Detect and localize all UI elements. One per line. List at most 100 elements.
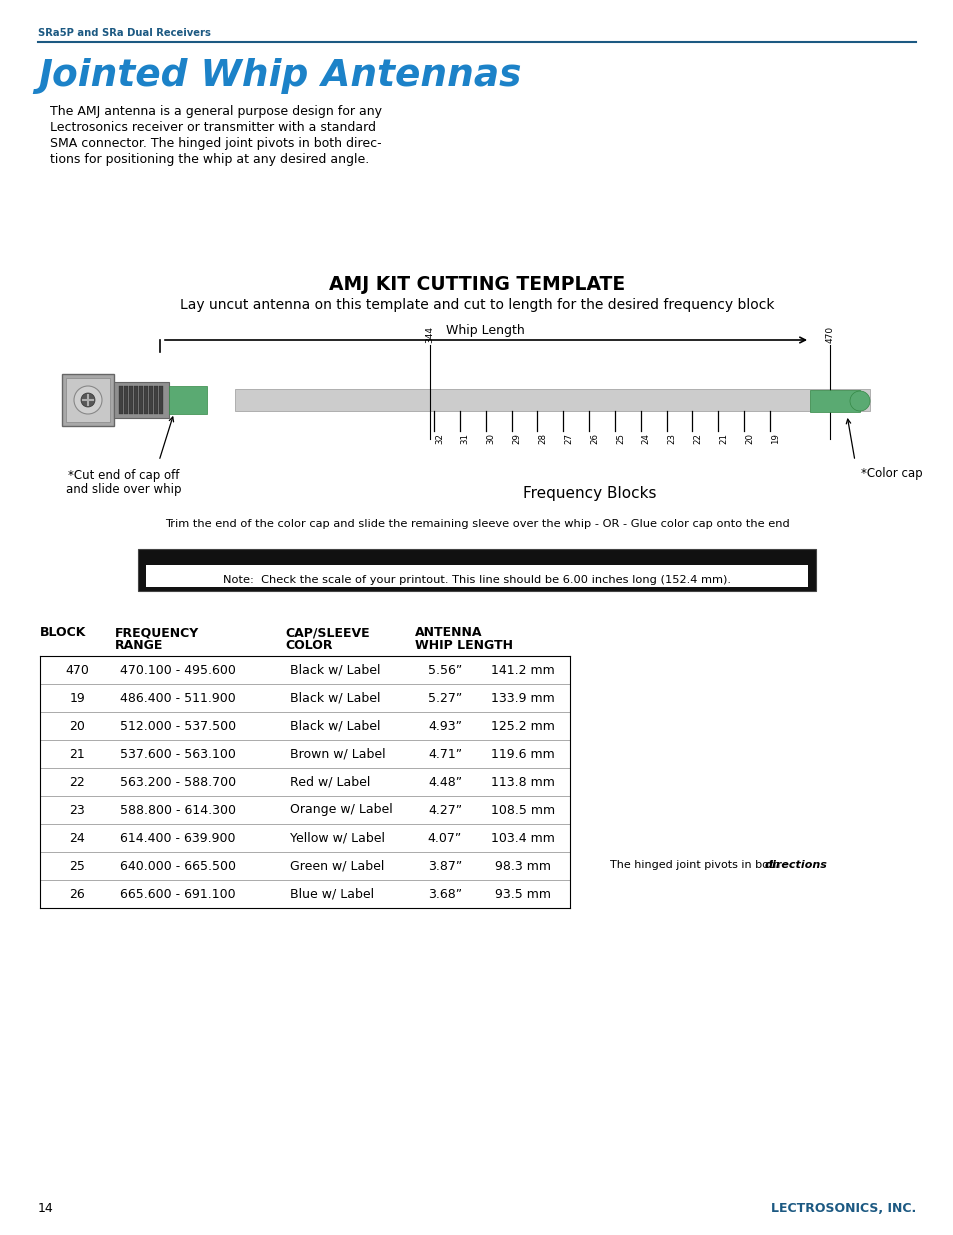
Text: 133.9 mm: 133.9 mm [491,692,555,704]
Text: 30: 30 [486,433,496,445]
Text: 486.400 - 511.900: 486.400 - 511.900 [120,692,235,704]
Text: Whip Length: Whip Length [445,324,524,337]
Text: 470: 470 [824,326,834,343]
Text: 20: 20 [744,433,754,445]
Text: 98.3 mm: 98.3 mm [495,860,551,872]
Bar [66,378,110,422]
Text: Yellow w/ Label: Yellow w/ Label [290,831,385,845]
Text: 4.07”: 4.07” [428,831,461,845]
Text: 470.100 - 495.600: 470.100 - 495.600 [120,663,235,677]
Text: 26: 26 [590,433,598,445]
Text: 5.56”: 5.56” [428,663,461,677]
Text: COLOR: COLOR [285,638,333,652]
Text: CAP/SLEEVE: CAP/SLEEVE [285,626,369,638]
Bar [113,382,169,417]
Text: 470: 470 [66,663,90,677]
Text: 32: 32 [435,433,443,445]
Text: ANTENNA: ANTENNA [415,626,482,638]
Text: 25: 25 [616,433,624,445]
Text: 21: 21 [719,433,727,445]
Text: 26: 26 [70,888,85,900]
Text: Jointed Whip Antennas: Jointed Whip Antennas [38,58,521,94]
Text: 3.87”: 3.87” [428,860,461,872]
Text: AMJ KIT CUTTING TEMPLATE: AMJ KIT CUTTING TEMPLATE [329,275,624,294]
Text: 22: 22 [70,776,85,788]
Text: Green w/ Label: Green w/ Label [290,860,384,872]
Text: 28: 28 [537,433,547,445]
Text: 19: 19 [770,433,780,443]
Text: Lay uncut antenna on this template and cut to length for the desired frequency b: Lay uncut antenna on this template and c… [179,298,774,312]
Text: *Cut end of cap off: *Cut end of cap off [69,469,179,482]
Text: Note:  Check the scale of your printout. This line should be 6.00 inches long (1: Note: Check the scale of your printout. … [223,576,730,585]
Text: 103.4 mm: 103.4 mm [491,831,555,845]
Circle shape [74,387,102,414]
Text: 20: 20 [70,720,86,732]
Text: 24: 24 [641,433,650,445]
Text: 21: 21 [70,747,85,761]
Text: 22: 22 [693,433,701,445]
Text: Trim the end of the color cap and slide the remaining sleeve over the whip - OR : Trim the end of the color cap and slide … [165,519,788,529]
Bar [153,387,158,414]
Text: Frequency Blocks: Frequency Blocks [522,487,656,501]
Text: 640.000 - 665.500: 640.000 - 665.500 [120,860,235,872]
Text: 344: 344 [425,326,434,343]
Text: Blue w/ Label: Blue w/ Label [290,888,374,900]
Text: and slide over whip: and slide over whip [66,483,182,496]
Text: BLOCK: BLOCK [40,626,87,638]
Text: 119.6 mm: 119.6 mm [491,747,555,761]
Text: 31: 31 [460,433,470,445]
Text: 24: 24 [70,831,85,845]
Text: 563.200 - 588.700: 563.200 - 588.700 [120,776,236,788]
Text: Black w/ Label: Black w/ Label [290,692,380,704]
Text: 537.600 - 563.100: 537.600 - 563.100 [120,747,235,761]
Text: 29: 29 [512,433,521,443]
Text: WHIP LENGTH: WHIP LENGTH [415,638,513,652]
Bar [149,387,152,414]
Text: *Color cap: *Color cap [861,467,922,480]
Bar [133,387,138,414]
Text: tions for positioning the whip at any desired angle.: tions for positioning the whip at any de… [50,153,369,165]
Text: 27: 27 [563,433,573,445]
Text: SRa5P and SRa Dual Receivers: SRa5P and SRa Dual Receivers [38,28,211,38]
Text: 25: 25 [70,860,86,872]
Text: 4.48”: 4.48” [428,776,461,788]
Text: 512.000 - 537.500: 512.000 - 537.500 [120,720,236,732]
Text: 4.71”: 4.71” [428,747,461,761]
Text: 665.600 - 691.100: 665.600 - 691.100 [120,888,235,900]
Text: Lectrosonics receiver or transmitter with a standard: Lectrosonics receiver or transmitter wit… [50,121,375,135]
Text: 108.5 mm: 108.5 mm [491,804,555,816]
Bar [119,387,123,414]
Text: Black w/ Label: Black w/ Label [290,720,380,732]
Text: 4.27”: 4.27” [428,804,461,816]
Text: FREQUENCY: FREQUENCY [115,626,199,638]
Bar [144,387,148,414]
Text: Black w/ Label: Black w/ Label [290,663,380,677]
Text: The AMJ antenna is a general purpose design for any: The AMJ antenna is a general purpose des… [50,105,381,119]
Bar [169,387,207,414]
Text: 4.93”: 4.93” [428,720,461,732]
Circle shape [81,393,95,408]
Text: The hinged joint pivots in both: The hinged joint pivots in both [609,860,783,869]
Bar [809,390,859,412]
Bar [139,387,143,414]
Text: Red w/ Label: Red w/ Label [290,776,370,788]
Text: 23: 23 [70,804,85,816]
Text: 14: 14 [38,1202,53,1215]
Text: 3.68”: 3.68” [428,888,461,900]
Bar [234,389,869,411]
Text: 614.400 - 639.900: 614.400 - 639.900 [120,831,235,845]
Bar [159,387,163,414]
Text: Brown w/ Label: Brown w/ Label [290,747,385,761]
Text: LECTROSONICS, INC.: LECTROSONICS, INC. [770,1202,915,1215]
Text: 93.5 mm: 93.5 mm [495,888,551,900]
Text: 588.800 - 614.300: 588.800 - 614.300 [120,804,235,816]
Bar [129,387,132,414]
Circle shape [849,391,869,411]
Text: directions: directions [764,860,827,869]
Text: 5.27”: 5.27” [428,692,461,704]
Text: 113.8 mm: 113.8 mm [491,776,555,788]
Bar [62,374,113,426]
Text: 19: 19 [70,692,85,704]
Text: Orange w/ Label: Orange w/ Label [290,804,393,816]
Bar [138,550,815,592]
